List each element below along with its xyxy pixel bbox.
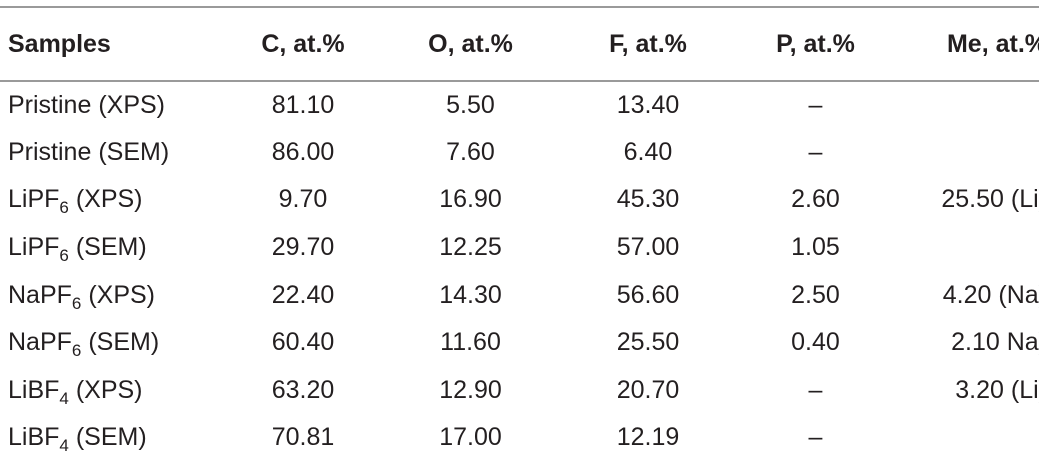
header-metal: Me, at.%: [893, 6, 1039, 82]
oxygen-cell: 17.00: [439, 423, 502, 452]
fluorine-cell: 57.00: [616, 233, 680, 262]
table-row: LiPF6 (SEM) 29.70 12.25 57.00 1.05: [0, 224, 1039, 272]
sample-cell: NaPF6 (SEM): [0, 319, 223, 367]
header-oxygen: O, at.%: [383, 6, 558, 82]
sample-cell: LiPF6 (SEM): [0, 224, 223, 272]
table-row: Pristine (XPS) 81.10 5.50 13.40 –: [0, 81, 1039, 129]
table-row: LiPF6 (XPS) 9.70 16.90 45.30 2.60 25.50 …: [0, 176, 1039, 224]
sample-method: (XPS): [91, 90, 165, 119]
sample-method: (XPS): [68, 375, 143, 404]
carbon-cell: 86.00: [271, 137, 335, 166]
carbon-cell: 29.70: [271, 233, 335, 262]
sample-method: (SEM): [68, 233, 147, 262]
sample-name: NaPF: [8, 328, 72, 357]
phosphorus-cell: 1.05: [791, 233, 840, 262]
header-samples: Samples: [0, 6, 223, 82]
header-phosphorus: P, at.%: [738, 6, 893, 82]
sample-subscript: 4: [59, 436, 69, 456]
sample-method: (XPS): [68, 185, 143, 214]
metal-cell: 4.20 (Na): [942, 280, 1039, 309]
phosphorus-cell: –: [808, 137, 823, 166]
phosphorus-cell: 2.60: [791, 185, 840, 214]
phosphorus-cell: –: [808, 90, 823, 119]
header-carbon: C, at.%: [223, 6, 383, 82]
header-fluorine: F, at.%: [558, 6, 738, 82]
oxygen-cell: 5.50: [446, 90, 495, 119]
metal-cell: [893, 224, 1039, 272]
carbon-cell: 63.20: [271, 375, 335, 404]
metal-cell: 25.50 (Li): [941, 185, 1039, 214]
sample-subscript: 6: [71, 341, 82, 361]
sample-cell: Pristine (XPS): [0, 81, 223, 129]
carbon-cell: 22.40: [271, 280, 335, 309]
sample-cell: LiBF4 (XPS): [0, 367, 223, 415]
sample-name: LiPF: [8, 233, 60, 262]
metal-cell: [893, 81, 1039, 129]
sample-method: (SEM): [68, 423, 147, 452]
metal-cell: 2.10 Na): [951, 328, 1039, 357]
sample-name: Pristine: [8, 90, 92, 119]
fluorine-cell: 13.40: [616, 90, 680, 119]
sample-subscript: 6: [59, 246, 69, 266]
fluorine-cell: 56.60: [616, 280, 680, 309]
oxygen-cell: 12.25: [439, 233, 502, 262]
oxygen-cell: 14.30: [439, 280, 502, 309]
sample-name: LiBF: [8, 375, 60, 404]
table-row: NaPF6 (XPS) 22.40 14.30 56.60 2.50 4.20 …: [0, 271, 1039, 319]
table-row: Pristine (SEM) 86.00 7.60 6.40 –: [0, 129, 1039, 177]
sample-method: (SEM): [81, 328, 160, 357]
phosphorus-cell: –: [808, 375, 823, 404]
carbon-cell: 60.40: [271, 328, 335, 357]
sample-name: LiBF: [8, 423, 60, 452]
oxygen-cell: 7.60: [446, 137, 495, 166]
sample-method: (SEM): [91, 137, 170, 166]
metal-cell: [893, 129, 1039, 177]
carbon-cell: 70.81: [271, 423, 335, 452]
table-row: LiBF4 (SEM) 70.81 17.00 12.19 –: [0, 414, 1039, 462]
phosphorus-cell: –: [808, 423, 823, 452]
table-row: LiBF4 (XPS) 63.20 12.90 20.70 – 3.20 (Li…: [0, 367, 1039, 415]
oxygen-cell: 12.90: [439, 375, 502, 404]
sample-subscript: 4: [59, 388, 69, 408]
oxygen-cell: 16.90: [439, 185, 502, 214]
sample-name: NaPF: [8, 280, 72, 309]
table-header: Samples C, at.% O, at.% F, at.% P, at.% …: [0, 6, 1039, 82]
sample-name: LiPF: [8, 185, 60, 214]
sample-subscript: 6: [71, 293, 82, 313]
fluorine-cell: 25.50: [616, 328, 680, 357]
fluorine-cell: 45.30: [616, 185, 680, 214]
phosphorus-cell: 2.50: [791, 280, 840, 309]
metal-cell: 3.20 (Li): [955, 375, 1039, 404]
table-body: Pristine (XPS) 81.10 5.50 13.40 – Pristi…: [0, 81, 1039, 462]
sample-cell: LiPF6 (XPS): [0, 176, 223, 224]
carbon-cell: 81.10: [271, 90, 335, 119]
header-row: Samples C, at.% O, at.% F, at.% P, at.% …: [0, 6, 1039, 82]
fluorine-cell: 20.70: [616, 375, 680, 404]
composition-table: Samples C, at.% O, at.% F, at.% P, at.% …: [0, 6, 1039, 462]
sample-cell: Pristine (SEM): [0, 129, 223, 177]
sample-subscript: 6: [59, 198, 69, 218]
phosphorus-cell: 0.40: [791, 328, 840, 357]
sample-cell: NaPF6 (XPS): [0, 271, 223, 319]
fluorine-cell: 12.19: [616, 423, 680, 452]
table-row: NaPF6 (SEM) 60.40 11.60 25.50 0.40 2.10 …: [0, 319, 1039, 367]
sample-cell: LiBF4 (SEM): [0, 414, 223, 462]
fluorine-cell: 6.40: [623, 137, 673, 166]
carbon-cell: 9.70: [278, 185, 328, 214]
sample-name: Pristine: [8, 137, 92, 166]
oxygen-cell: 11.60: [440, 328, 501, 357]
sample-method: (XPS): [81, 280, 155, 309]
metal-cell: [893, 414, 1039, 462]
